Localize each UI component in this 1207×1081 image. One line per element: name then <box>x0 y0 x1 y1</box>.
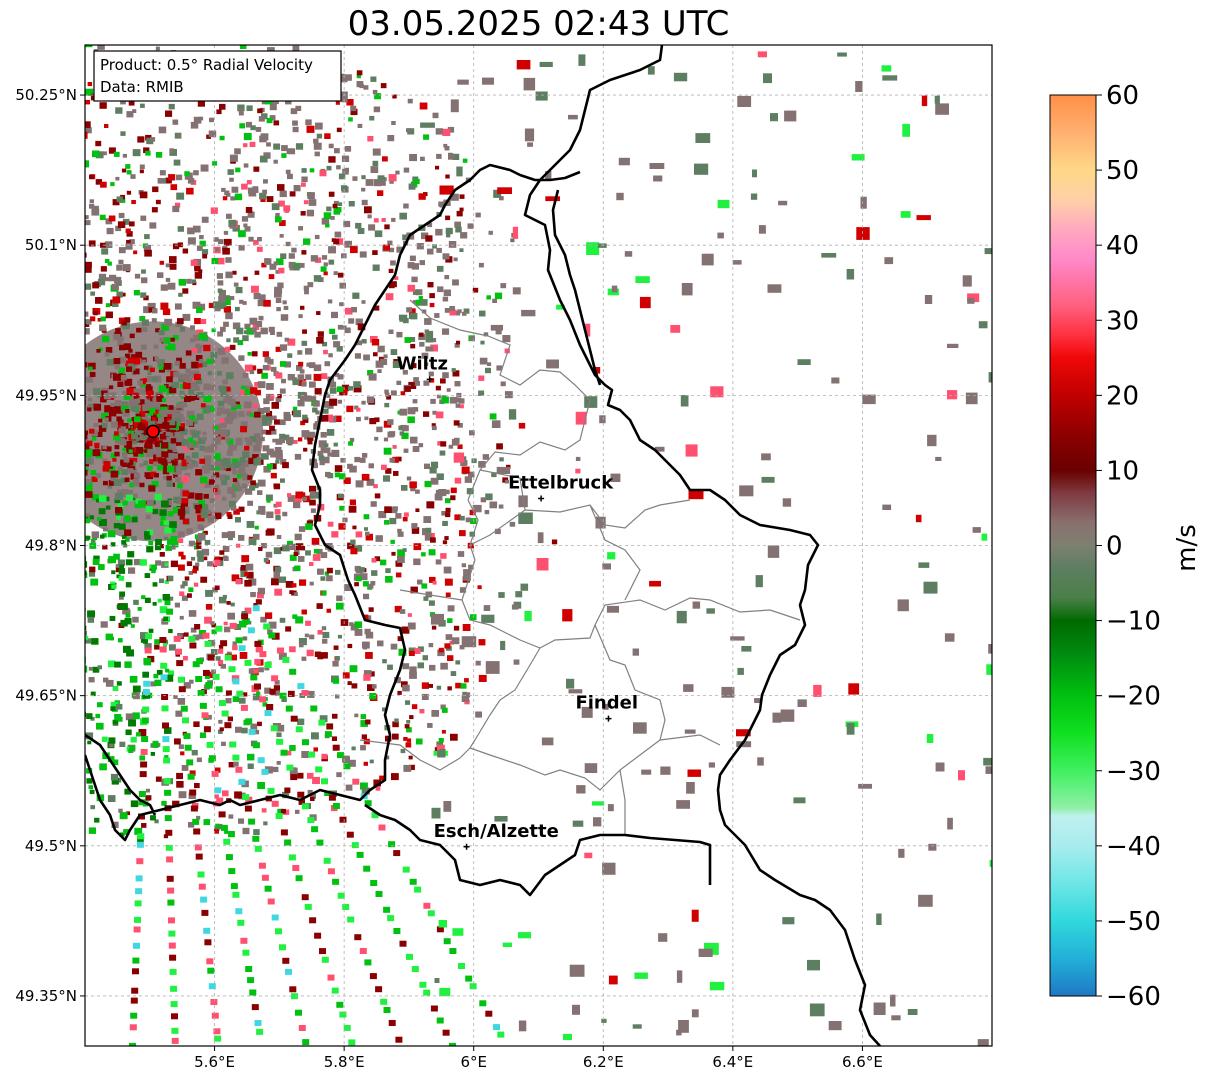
borders <box>85 45 881 1046</box>
lon-tick-label: 5.6°E <box>194 1053 235 1071</box>
colorbar-tick-label: 0 <box>1106 532 1123 562</box>
lat-tick-label: 50.25°N <box>15 86 77 104</box>
colorbar-tick-label: −10 <box>1106 607 1161 637</box>
lon-tick-label: 6.4°E <box>712 1053 753 1071</box>
city-marker-icon <box>463 843 470 850</box>
lat-tick-label: 49.65°N <box>15 687 77 705</box>
city-marker-icon <box>426 376 433 383</box>
city-label: Findel <box>575 693 638 714</box>
lon-tick-label: 5.8°E <box>324 1053 365 1071</box>
radar-site-marker <box>146 424 160 439</box>
gridlines <box>85 45 992 1046</box>
colorbar-tick-label: 50 <box>1106 156 1139 186</box>
axes: 50.25°N 50.1°N 49.95°N 49.8°N 49.65°N 49.5°N 4… <box>15 86 883 1071</box>
colorbar-tick-label: −20 <box>1106 682 1161 712</box>
lon-tick-label: 6°E <box>460 1053 487 1071</box>
colorbar-tick-label: 30 <box>1106 306 1139 336</box>
city-label: Esch/Alzette <box>434 821 559 842</box>
city-label: Ettelbruck <box>508 472 614 493</box>
colorbar: 60 50 40 30 20 10 0 −10 −20 −30 −40 −50 −60 m/s <box>1049 81 1202 1012</box>
colorbar-tick-label: −50 <box>1106 907 1161 937</box>
lat-tick-label: 49.8°N <box>25 537 77 555</box>
velocity-echoes <box>85 45 992 1046</box>
lat-tick-label: 49.95°N <box>15 386 77 404</box>
canton-borders <box>359 299 801 835</box>
lat-tick-label: 50.1°N <box>25 236 77 254</box>
city-marker-icon <box>605 715 612 722</box>
radar-site-icon <box>146 424 160 439</box>
info-data-source: Data: RMIB <box>100 78 184 96</box>
national-borders <box>85 45 881 1046</box>
colorbar-gradient <box>1049 94 1097 997</box>
colorbar-label: m/s <box>1172 524 1202 572</box>
map-title: 03.05.2025 02:43 UTC <box>347 4 730 44</box>
info-product: Product: 0.5° Radial Velocity <box>100 56 313 74</box>
colorbar-tick-label: 20 <box>1106 381 1139 411</box>
plot-area: Wiltz Ettelbruck Findel Esch/Alzette Produc… <box>84 44 993 1047</box>
lat-tick-label: 49.35°N <box>15 987 77 1005</box>
city-label: Wiltz <box>397 353 448 374</box>
colorbar-tick-label: 10 <box>1106 456 1139 486</box>
colorbar-ticks: 60 50 40 30 20 10 0 −10 −20 −30 −40 −50 −60 <box>1096 81 1161 1012</box>
city-marker-icon <box>538 495 545 502</box>
colorbar-tick-label: −40 <box>1106 832 1161 862</box>
colorbar-tick-label: 40 <box>1106 231 1139 261</box>
info-box: Product: 0.5° Radial Velocity Data: RMIB <box>93 50 342 102</box>
city-markers: Wiltz Ettelbruck Findel Esch/Alzette <box>397 353 638 850</box>
lon-tick-label: 6.2°E <box>583 1053 624 1071</box>
lat-tick-label: 49.5°N <box>25 837 77 855</box>
colorbar-tick-label: 60 <box>1106 81 1139 111</box>
colorbar-tick-label: −30 <box>1106 757 1161 787</box>
info-box-frame <box>93 50 342 102</box>
lon-tick-label: 6.6°E <box>842 1053 883 1071</box>
colorbar-tick-label: −60 <box>1106 982 1161 1012</box>
